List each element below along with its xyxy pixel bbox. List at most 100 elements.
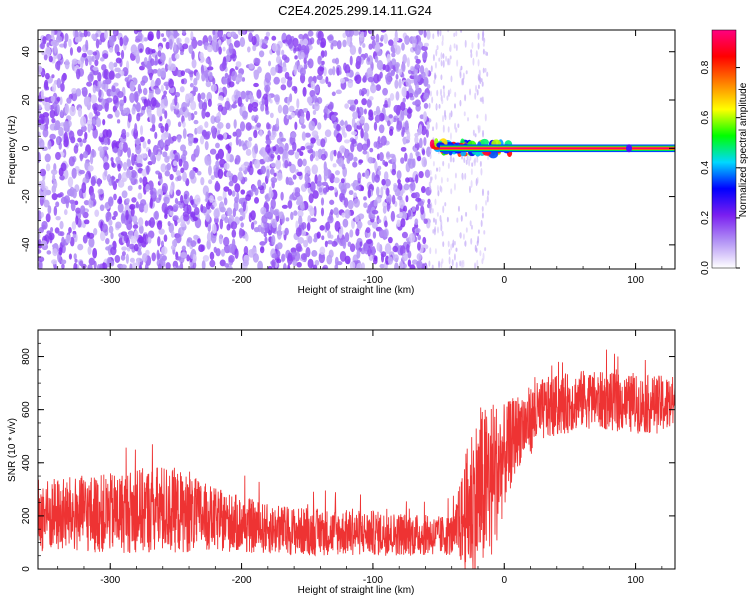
spectrogram-cell [429, 90, 432, 97]
spectrogram-cell [254, 197, 260, 204]
spectrogram-cell [385, 76, 392, 85]
spectrogram-cell [59, 192, 64, 198]
spectrogram-cell [135, 54, 141, 64]
spectrogram-cell [273, 208, 280, 217]
spectrogram-cell [328, 68, 334, 76]
spectrogram-cell [263, 93, 268, 100]
spectrogram-cell [193, 77, 198, 86]
spectrogram-cell [210, 233, 217, 244]
spectrogram-cell [63, 120, 70, 129]
spectrogram-cell [290, 111, 296, 119]
spectrogram-cell [209, 251, 215, 261]
spectrogram-cell [142, 140, 147, 149]
spectrogram-cell [47, 34, 52, 40]
spectrogram-cell [460, 150, 467, 157]
spectrogram-cell [441, 40, 444, 46]
spectrogram-cell [471, 162, 474, 167]
spectrogram-cell [271, 162, 276, 168]
x-tick-label: -200 [232, 275, 252, 286]
spectrogram-cell [56, 96, 61, 102]
spectrogram-cell [99, 57, 105, 62]
spectrogram-cell [437, 190, 440, 197]
spectrogram-cell [125, 197, 130, 204]
spectrogram-cell [428, 102, 431, 109]
spectrogram-cell [323, 66, 327, 77]
spectrogram-cell [40, 89, 45, 99]
spectrogram-cell [320, 153, 327, 161]
spectrogram-cell [260, 165, 267, 175]
spectrogram-cell [271, 253, 278, 259]
spectrogram-cell [38, 233, 41, 240]
spectrogram-cell [440, 74, 443, 81]
spectrogram-cell [108, 35, 113, 47]
spectrogram-cell [427, 198, 431, 205]
spectrogram-cell [226, 223, 231, 231]
spectrogram-cell [339, 120, 345, 126]
spectrogram-cell [396, 120, 403, 130]
spectrogram-cell [323, 50, 328, 57]
spectrogram-cell [454, 122, 457, 130]
colorbar-tick-label: 0.8 [700, 60, 711, 74]
spectrogram-cell [314, 150, 319, 158]
spectrogram-cell [423, 136, 427, 147]
spectrogram-cell [90, 192, 96, 201]
spectrogram-cell [167, 221, 171, 227]
spectrogram-cell [271, 35, 277, 41]
spectrogram-cell [196, 126, 203, 135]
spectrogram-cell [40, 42, 45, 50]
spectrogram-cell [87, 73, 94, 83]
spectrogram-cell [352, 111, 359, 120]
spectrogram-cell [356, 124, 363, 130]
spectrogram-cell [484, 68, 487, 73]
colorbar-tick-label: 0.0 [700, 261, 711, 275]
spectrogram-cell [104, 102, 109, 113]
spectrogram-cell [242, 110, 248, 120]
spectrogram-cell [88, 237, 95, 248]
spectrogram-cell [342, 39, 347, 48]
spectrogram-cell [149, 152, 156, 162]
spectrogram-cell [55, 35, 63, 43]
spectrogram-cell [181, 101, 188, 112]
spectrogram-cell [388, 128, 394, 136]
spectrogram-cell [474, 244, 477, 252]
spectrogram-cell [345, 72, 351, 77]
spectrogram-cell [51, 117, 56, 124]
spectrogram-cell [53, 205, 58, 216]
spectrogram-cell [460, 65, 463, 71]
spectrogram-cell [245, 93, 249, 103]
spectrogram-cell [239, 207, 243, 216]
spectrogram-cell [88, 257, 95, 266]
spectrogram-cell [205, 111, 211, 118]
spectrogram-cell [245, 148, 252, 156]
spectrogram-cell [140, 199, 147, 207]
spectrogram-cell [433, 228, 436, 236]
spectrogram-cell [215, 153, 220, 161]
spectrogram-cell [173, 108, 180, 115]
spectrogram-cell [277, 104, 283, 114]
spectrogram-cell [137, 192, 143, 200]
spectrogram-cell [329, 199, 335, 205]
spectrogram-cell [400, 146, 407, 152]
spectrogram-cell [440, 88, 443, 97]
spectrogram-cell [362, 43, 366, 48]
spectrogram-cell [38, 256, 45, 263]
spectrogram-cell [465, 227, 468, 233]
spectrogram-cell [447, 57, 450, 66]
spectrogram-cell [355, 55, 362, 66]
spectrogram-cell [396, 219, 401, 227]
spectrogram-cell [232, 207, 237, 218]
spectrogram-cell [143, 98, 148, 108]
spectrogram-cell [210, 115, 216, 124]
spectrogram-cell [480, 168, 483, 176]
spectrogram-cell [125, 169, 132, 179]
spectrogram-cell [413, 147, 418, 153]
spectrogram-cell [296, 261, 302, 268]
spectrogram-cell [414, 63, 421, 70]
spectrogram-cell [245, 233, 249, 242]
spectrogram-cell [250, 221, 255, 230]
spectrogram-cell [138, 224, 144, 234]
spectrogram-cell [138, 236, 144, 244]
spectrogram-cell [260, 103, 265, 112]
spectrogram-cell [282, 66, 287, 73]
spectrogram-cell [237, 171, 243, 181]
